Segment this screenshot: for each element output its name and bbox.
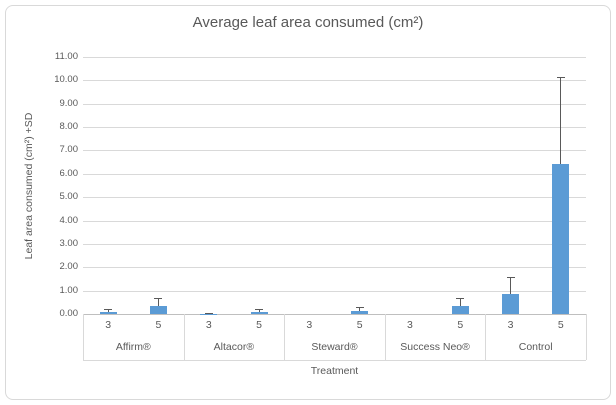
category-label: Success Neo® [400,341,470,353]
category-separator [284,314,286,360]
error-bar-cap [104,308,113,310]
y-tick-label: 5.00 [59,191,79,203]
bar-Steward®-5 [351,310,369,314]
gridline [83,290,586,292]
error-bar-line [510,277,512,294]
x-tick-label: 3 [407,319,413,331]
error-bar-line [359,306,361,311]
error-bar-cap [154,297,163,299]
error-bar-cap [456,298,465,300]
category-separator [384,314,386,360]
x-tick-label: 3 [306,319,313,331]
x-tick-label: 3 [507,319,514,331]
y-tick-label: 8.00 [59,121,79,133]
error-bar-line [560,76,562,164]
x-tick-label: 5 [457,319,464,331]
x-axis-line [83,314,586,315]
chart-frame [5,5,611,400]
error-bar-line [157,297,159,307]
bar-Success Neo®-5 [451,305,469,314]
x-tick-label: 5 [557,319,564,331]
category-label: Altacor® [213,341,255,353]
chart-title: Average leaf area consumed (cm²) [192,14,424,31]
x-tick-label: 5 [256,319,262,331]
y-tick-label: 7.00 [59,144,79,156]
error-bar-line [107,308,109,312]
category-label: Affirm® [115,341,151,353]
gridline [83,150,586,152]
category-label: Control [518,341,553,353]
bar-Control-5 [552,163,570,314]
gridline [83,80,586,82]
x-axis-title: Treatment [310,365,359,377]
category-separator [83,314,84,360]
y-tick-label: 10.00 [54,74,78,86]
gridline [83,173,586,175]
x-tick-label: 5 [356,319,363,331]
error-bar-cap [204,312,213,314]
x-tick-label: 3 [205,319,212,331]
x-tick-label: 5 [155,319,162,331]
error-bar-line [258,309,260,312]
y-tick-label: 2.00 [59,261,79,273]
bar-Control-3 [502,293,520,314]
category-label: Steward® [311,341,358,353]
error-bar-cap [506,277,515,279]
gridline [83,103,586,105]
category-axis-bottom-line [83,360,586,361]
bar-Affirm®-3 [99,311,117,314]
error-bar-line [459,298,461,306]
y-tick-label: 9.00 [59,97,79,109]
gridline [83,220,586,222]
category-separator [485,314,487,360]
y-tick-label: 1.00 [59,284,79,296]
y-tick-label: 4.00 [59,214,79,226]
y-tick-label: 0.00 [59,308,79,319]
category-separator [586,314,587,360]
y-tick-label: 11.00 [54,51,78,62]
gridline [83,197,586,199]
y-tick-label: 3.00 [59,237,79,249]
bar-Affirm®-5 [149,306,167,314]
gridline [83,127,586,129]
gridline [83,267,586,269]
bar-Altacor®-5 [250,311,268,314]
category-separator [183,314,185,360]
y-tick-label: 6.00 [59,167,79,179]
error-bar-cap [355,306,364,308]
error-bar-cap [255,309,264,311]
gridline [83,243,586,245]
gridline [83,57,586,58]
error-bar-cap [556,76,565,78]
x-tick-label: 3 [105,319,112,331]
